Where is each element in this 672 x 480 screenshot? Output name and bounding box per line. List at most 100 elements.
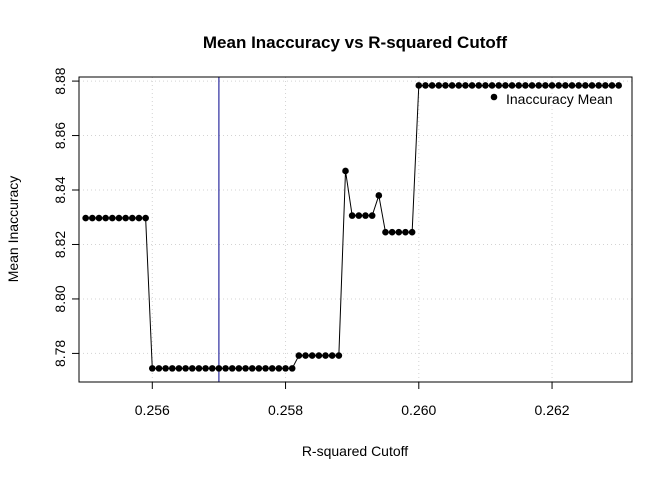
- data-point: [522, 82, 529, 89]
- data-point: [388, 228, 396, 236]
- data-point: [342, 167, 349, 175]
- data-point: [475, 82, 483, 89]
- data-point: [328, 352, 336, 359]
- legend-label: Inaccuracy Mean: [506, 91, 613, 107]
- data-point: [615, 82, 622, 89]
- data-point: [315, 352, 323, 359]
- data-point: [555, 82, 563, 89]
- y-tick-label: 8.82: [52, 231, 68, 258]
- x-tick-label: 0.260: [401, 402, 436, 418]
- data-point: [235, 365, 243, 372]
- data-point: [562, 82, 569, 89]
- data-point: [588, 82, 596, 89]
- series-group: [82, 82, 622, 372]
- data-point: [542, 82, 549, 89]
- data-point: [548, 82, 556, 89]
- data-point: [242, 365, 249, 372]
- data-point: [275, 365, 283, 372]
- data-point: [188, 365, 196, 372]
- data-point: [408, 228, 416, 236]
- data-point: [228, 365, 236, 372]
- data-point: [308, 352, 316, 359]
- data-point: [482, 82, 489, 89]
- data-point: [495, 82, 503, 89]
- x-tick-label: 0.258: [268, 402, 303, 418]
- data-point: [168, 365, 176, 372]
- data-point: [282, 365, 289, 372]
- data-point: [109, 214, 116, 222]
- x-tick-label: 0.262: [535, 402, 570, 418]
- data-point: [582, 82, 589, 89]
- data-point: [115, 214, 123, 222]
- data-point: [395, 228, 403, 236]
- data-point: [435, 82, 443, 89]
- data-point: [248, 365, 256, 372]
- data-point: [415, 82, 423, 89]
- data-point: [402, 228, 409, 236]
- data-point: [262, 365, 269, 372]
- data-point: [302, 352, 309, 359]
- y-tick-label: 8.88: [52, 67, 68, 94]
- data-point: [202, 365, 209, 372]
- data-point: [335, 352, 343, 359]
- y-tick-label: 8.86: [52, 122, 68, 149]
- data-point: [382, 228, 389, 236]
- data-point: [148, 365, 156, 372]
- data-point: [442, 82, 449, 89]
- x-tick-label: 0.256: [135, 402, 170, 418]
- data-point: [375, 192, 383, 199]
- data-point: [368, 212, 376, 219]
- plot-frame: [78, 76, 633, 383]
- data-point: [102, 214, 109, 222]
- data-point: [362, 212, 369, 219]
- grid: [79, 77, 632, 382]
- data-point: [208, 365, 216, 372]
- data-point: [322, 352, 329, 359]
- data-point: [175, 365, 183, 372]
- data-point: [448, 82, 456, 89]
- data-point: [535, 82, 543, 89]
- data-point: [428, 82, 436, 89]
- data-point: [462, 82, 469, 89]
- data-point: [502, 82, 509, 89]
- y-tick-label: 8.80: [52, 285, 68, 312]
- data-point: [528, 82, 536, 89]
- data-point: [508, 82, 516, 89]
- legend: Inaccuracy Mean: [490, 91, 613, 107]
- data-point: [602, 82, 609, 89]
- data-point: [182, 365, 189, 372]
- data-point: [255, 365, 263, 372]
- data-point: [348, 212, 356, 219]
- data-point: [295, 352, 303, 359]
- y-tick-label: 8.78: [52, 340, 68, 367]
- data-point: [288, 365, 296, 372]
- data-point: [222, 365, 229, 372]
- data-point: [455, 82, 463, 89]
- series-line: [85, 84, 619, 369]
- data-point: [89, 214, 96, 222]
- y-axis-label: Mean Inaccuracy: [5, 176, 21, 283]
- data-point: [122, 214, 129, 222]
- data-point: [95, 214, 103, 222]
- legend-marker: [490, 93, 498, 101]
- data-point: [129, 214, 136, 222]
- y-tick-label: 8.84: [52, 176, 68, 203]
- data-point: [568, 82, 576, 89]
- data-point: [268, 365, 276, 372]
- data-point: [195, 365, 203, 372]
- data-point: [142, 214, 149, 222]
- data-point: [155, 365, 163, 372]
- data-point: [162, 365, 169, 372]
- data-point: [595, 82, 602, 89]
- data-point: [135, 214, 143, 222]
- x-axis-label: R-squared Cutoff: [302, 443, 408, 459]
- data-point: [515, 82, 523, 89]
- data-point: [468, 82, 476, 89]
- chart-title: Mean Inaccuracy vs R-squared Cutoff: [203, 33, 508, 52]
- data-point: [355, 212, 363, 219]
- data-point: [488, 82, 496, 89]
- data-point: [82, 214, 89, 222]
- data-point: [215, 365, 223, 372]
